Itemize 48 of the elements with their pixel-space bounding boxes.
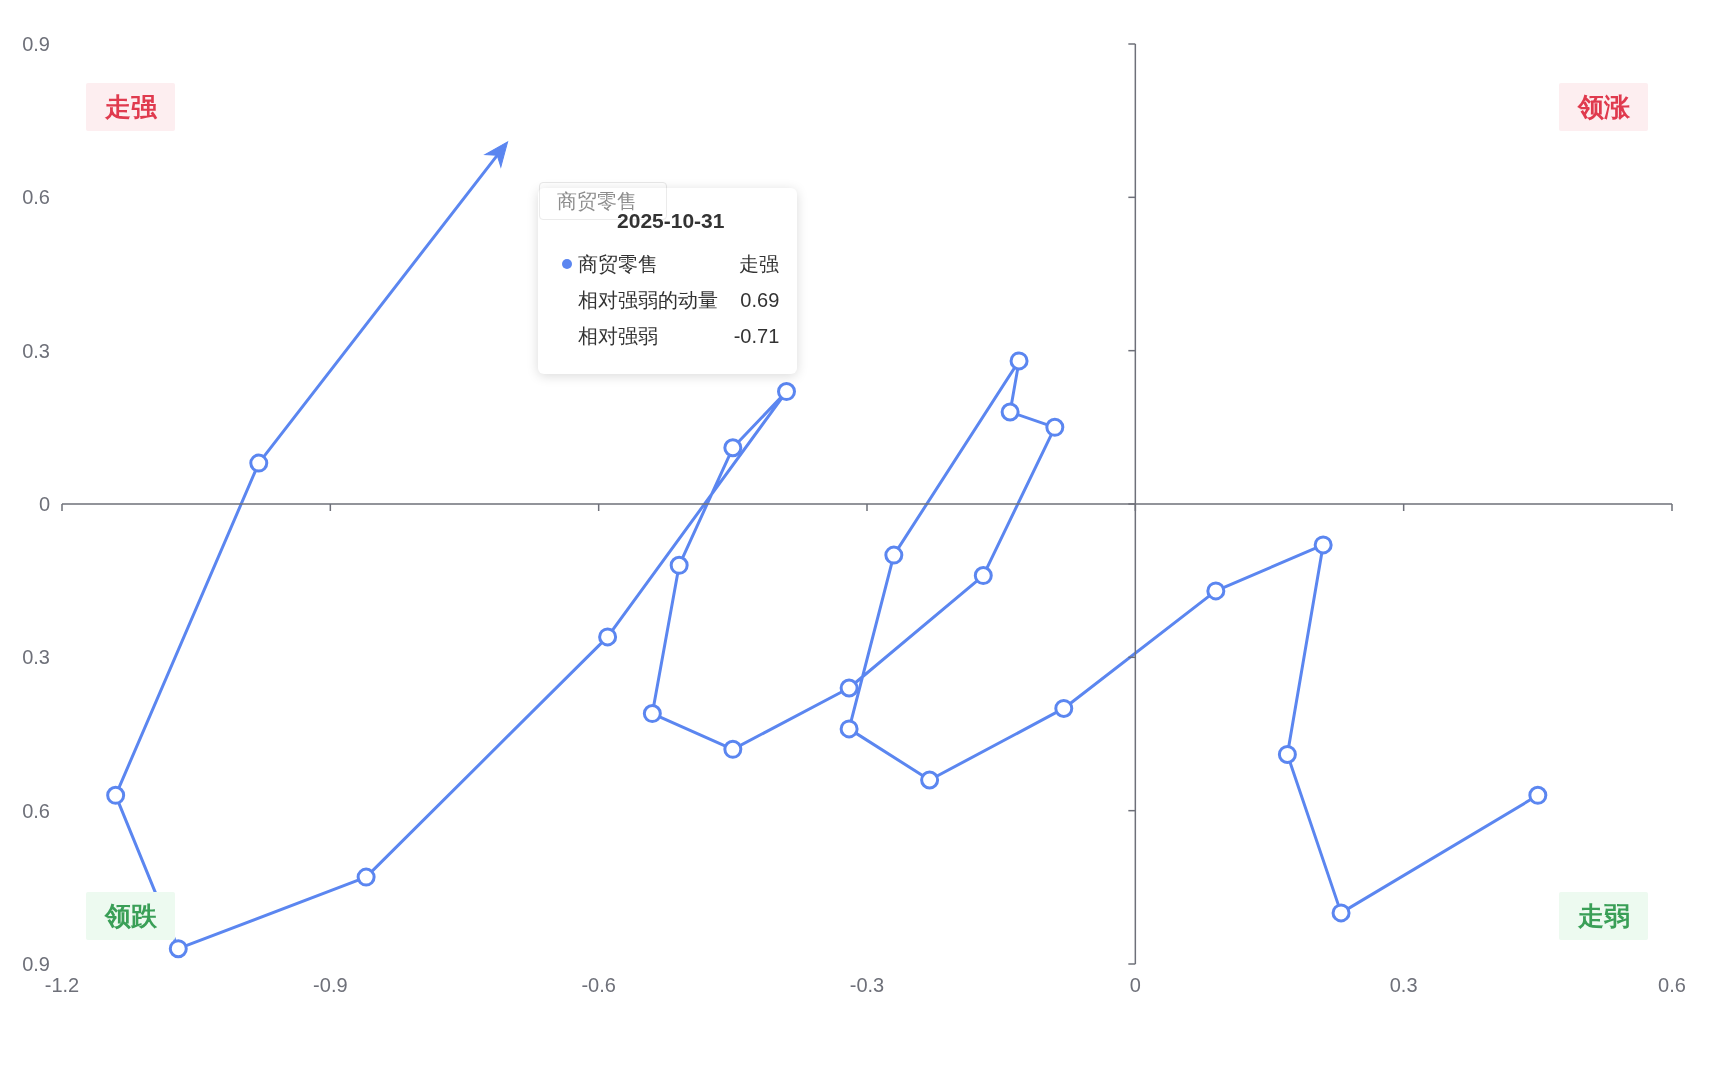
point	[168, 939, 188, 959]
annotation: 领涨	[1559, 83, 1648, 131]
x-tick-label: 0	[1129, 974, 1141, 997]
point	[1313, 535, 1333, 555]
annotation: 领跌	[86, 892, 175, 940]
x-tick-label: -0.9	[313, 974, 348, 997]
point	[839, 719, 859, 739]
point	[1206, 581, 1226, 601]
y-tick-label: 0.3	[22, 646, 50, 669]
annotation: 0.69	[740, 288, 780, 312]
point	[1528, 785, 1548, 805]
x-tick-label: -0.6	[581, 974, 616, 997]
point	[106, 785, 126, 805]
y-tick-label: 0.6	[22, 799, 50, 822]
point	[1000, 402, 1020, 422]
annotation: 走弱	[1559, 892, 1648, 940]
annotation: -0.71	[733, 324, 780, 348]
point	[884, 545, 904, 565]
point	[1009, 351, 1029, 371]
point	[598, 627, 618, 647]
point	[1045, 417, 1065, 437]
point	[356, 867, 376, 887]
point	[1277, 744, 1297, 764]
y-tick-label: 0.9	[22, 953, 50, 976]
point	[839, 678, 859, 698]
point	[973, 566, 993, 586]
point	[1054, 698, 1074, 718]
annotation: 相对强弱的动量	[578, 287, 719, 313]
annotation: 相对强弱	[578, 323, 659, 349]
y-tick-label: 0	[38, 493, 50, 516]
point	[669, 555, 689, 575]
point	[723, 438, 743, 458]
x-tick-label: -1.2	[44, 974, 80, 997]
y-tick-label: 0.3	[22, 339, 50, 362]
point	[249, 453, 269, 473]
legend-label: 商贸零售	[578, 251, 659, 277]
point	[723, 739, 743, 759]
point	[920, 770, 940, 790]
y-tick-label: 0.6	[22, 186, 50, 209]
y-tick-label: 0.9	[22, 33, 50, 56]
point	[1331, 903, 1351, 923]
annotation: 走强	[86, 83, 175, 131]
x-tick-label: -0.3	[849, 974, 885, 997]
point	[642, 704, 662, 724]
x-tick-label: 0.3	[1389, 974, 1418, 997]
text: 走强	[739, 252, 780, 275]
point	[777, 382, 796, 402]
x-tick-label: 0.6	[1658, 974, 1686, 997]
